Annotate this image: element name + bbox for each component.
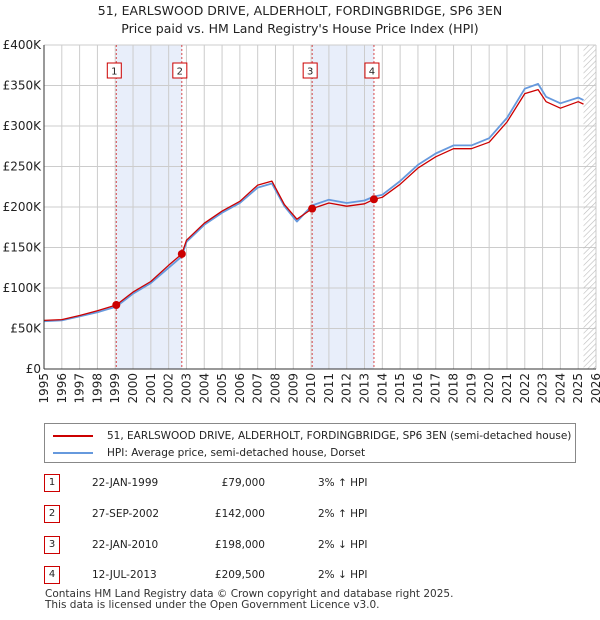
transaction-date: 22-JAN-1999 (92, 477, 159, 489)
x-tick-label: 2007 (251, 373, 265, 404)
x-tick-label: 2015 (393, 373, 407, 404)
legend: 51, EARLSWOOD DRIVE, ALDERHOLT, FORDINGB… (44, 423, 576, 463)
x-tick-label: 2002 (162, 373, 176, 404)
x-tick-label: 1998 (90, 373, 104, 404)
x-tick-label: 2022 (518, 373, 532, 404)
y-tick-label: £150K (3, 241, 43, 255)
x-tick-label: 2013 (358, 373, 372, 404)
transaction-hpi-diff: 2% ↑ HPI (318, 508, 368, 520)
y-tick-label: £350K (3, 79, 43, 93)
x-tick-label: 2014 (375, 373, 389, 404)
transaction-hpi-diff: 2% ↓ HPI (318, 569, 368, 581)
y-tick-label: £250K (3, 160, 43, 174)
sale-point-3 (308, 204, 317, 213)
x-tick-label: 2021 (500, 373, 514, 404)
sale-point-4 (369, 195, 378, 204)
x-tick-label: 2001 (144, 373, 158, 404)
transaction-hpi-diff: 3% ↑ HPI (318, 477, 368, 489)
transaction-date: 22-JAN-2010 (92, 539, 159, 551)
x-tick-label: 2011 (322, 373, 336, 404)
x-tick-label: 2023 (536, 373, 550, 404)
forecast-hatch (583, 45, 596, 369)
transaction-number: 1 (44, 474, 60, 492)
table-row: 4 12-JUL-2013 £209,500 2% ↓ HPI (0, 565, 600, 585)
sale-point-2 (177, 249, 186, 258)
x-tick-label: 2000 (126, 373, 140, 404)
chart-title-line1: 51, EARLSWOOD DRIVE, ALDERHOLT, FORDINGB… (97, 3, 503, 18)
transaction-price: £79,000 (221, 477, 265, 489)
footer-copyright: Contains HM Land Registry data © Crown c… (45, 588, 454, 600)
sale-box-label-4: 4 (369, 67, 375, 78)
sale-box-label-3: 3 (307, 67, 313, 78)
x-tick-label: 2024 (553, 373, 567, 404)
x-tick-label: 2018 (447, 373, 461, 404)
transaction-date: 12-JUL-2013 (92, 569, 157, 581)
y-tick-label: £200K (3, 200, 43, 214)
y-tick-label: £0 (26, 362, 41, 376)
sale-box-label-2: 2 (177, 67, 183, 78)
legend-swatch-hpi (53, 452, 93, 454)
x-tick-label: 1999 (108, 373, 122, 404)
chart-title-line2: Price paid vs. HM Land Registry's House … (121, 21, 479, 36)
x-tick-label: 2016 (411, 373, 425, 404)
transaction-price: £142,000 (214, 508, 265, 520)
x-tick-label: 2012 (340, 373, 354, 404)
transaction-number: 2 (44, 505, 60, 523)
price-chart: 1 2 3 4 £0 £50K £100K £150K £200K £250K £300K £350… (3, 38, 600, 404)
transaction-price: £198,000 (214, 539, 265, 551)
table-row: 2 27-SEP-2002 £142,000 2% ↑ HPI (0, 504, 600, 524)
footer: Contains HM Land Registry data © Crown c… (45, 589, 453, 611)
transaction-number: 3 (44, 536, 60, 554)
x-tick-label: 2026 (589, 373, 600, 404)
legend-label-hpi: HPI: Average price, semi-detached house,… (107, 447, 366, 459)
y-tick-label: £100K (3, 281, 43, 295)
transaction-date: 27-SEP-2002 (92, 508, 160, 520)
transaction-price: £209,500 (214, 569, 265, 581)
x-tick-label: 2009 (286, 373, 300, 404)
sale-point-1 (112, 301, 121, 310)
sale-box-label-1: 1 (111, 67, 117, 78)
chart-title: 51, EARLSWOOD DRIVE, ALDERHOLT, FORDINGB… (0, 2, 600, 38)
sale-box-1 (106, 62, 122, 79)
x-tick-label: 2020 (482, 373, 496, 404)
sale-box-3 (302, 62, 318, 79)
series-line-property (43, 88, 584, 322)
series-line-hpi (43, 83, 584, 323)
y-tick-label: £50K (10, 322, 42, 336)
sale-box-2 (172, 62, 188, 79)
x-tick-label: 2019 (464, 373, 478, 404)
x-tick-label: 1995 (37, 373, 51, 404)
table-row: 1 22-JAN-1999 £79,000 3% ↑ HPI (0, 473, 600, 493)
x-tick-label: 2003 (179, 373, 193, 404)
table-row: 3 22-JAN-2010 £198,000 2% ↓ HPI (0, 535, 600, 555)
footer-licence: This data is licensed under the Open Gov… (45, 599, 380, 611)
x-tick-label: 2025 (571, 373, 585, 404)
legend-label-property: 51, EARLSWOOD DRIVE, ALDERHOLT, FORDINGB… (107, 430, 572, 442)
transaction-number: 4 (44, 566, 60, 584)
x-tick-label: 2010 (304, 373, 318, 404)
legend-swatch-property (53, 435, 93, 437)
y-tick-label: £300K (3, 119, 43, 133)
x-tick-label: 2005 (215, 373, 229, 404)
x-tick-label: 2017 (429, 373, 443, 404)
transaction-hpi-diff: 2% ↓ HPI (318, 539, 368, 551)
sale-box-4 (364, 62, 380, 79)
x-tick-label: 2004 (197, 373, 211, 404)
x-tick-label: 1996 (55, 373, 69, 404)
x-tick-label: 2006 (233, 373, 247, 404)
x-tick-label: 1997 (73, 373, 87, 404)
x-tick-label: 2008 (268, 373, 282, 404)
y-tick-label: £400K (3, 38, 43, 52)
